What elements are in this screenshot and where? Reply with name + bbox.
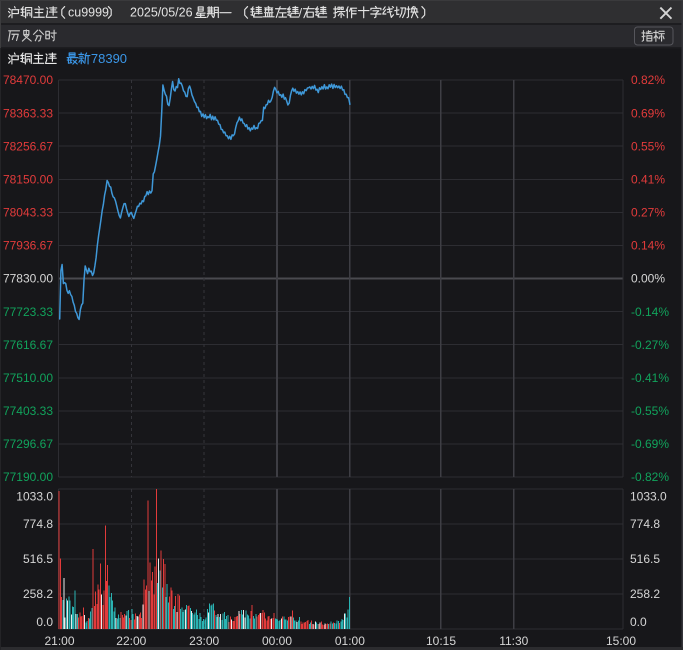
svg-text:-0.55%: -0.55% bbox=[631, 404, 669, 418]
svg-text:1033.0: 1033.0 bbox=[16, 490, 53, 504]
svg-text:78150.00: 78150.00 bbox=[3, 172, 53, 186]
svg-text:0.41%: 0.41% bbox=[631, 172, 665, 186]
svg-text:77616.67: 77616.67 bbox=[3, 338, 53, 352]
svg-text:516.5: 516.5 bbox=[630, 552, 660, 566]
svg-text:10:15: 10:15 bbox=[426, 634, 456, 648]
svg-text:1033.0: 1033.0 bbox=[630, 490, 667, 504]
svg-text:0.14%: 0.14% bbox=[631, 239, 665, 253]
svg-text:-0.82%: -0.82% bbox=[631, 470, 669, 484]
svg-text:77723.33: 77723.33 bbox=[3, 305, 53, 319]
svg-text:22:00: 22:00 bbox=[116, 634, 146, 648]
svg-text:/: / bbox=[299, 6, 303, 20]
svg-text:78043.33: 78043.33 bbox=[3, 206, 53, 220]
svg-text:77190.00: 77190.00 bbox=[3, 470, 53, 484]
svg-text:-0.69%: -0.69% bbox=[631, 437, 669, 451]
svg-text:78256.67: 78256.67 bbox=[3, 139, 53, 153]
svg-text:11:30: 11:30 bbox=[499, 634, 528, 648]
svg-text:21:00: 21:00 bbox=[44, 634, 74, 648]
svg-text:78363.33: 78363.33 bbox=[3, 106, 53, 120]
svg-text:-0.14%: -0.14% bbox=[631, 305, 669, 319]
svg-text:77403.33: 77403.33 bbox=[3, 404, 53, 418]
svg-text:0.69%: 0.69% bbox=[631, 106, 665, 120]
svg-text:774.8: 774.8 bbox=[23, 517, 53, 531]
svg-text:77296.67: 77296.67 bbox=[3, 437, 53, 451]
svg-text:516.5: 516.5 bbox=[23, 552, 53, 566]
svg-text:01:00: 01:00 bbox=[335, 634, 365, 648]
svg-text:00:00: 00:00 bbox=[262, 634, 292, 648]
svg-text:0.27%: 0.27% bbox=[631, 206, 665, 220]
svg-text:0.0: 0.0 bbox=[36, 615, 53, 629]
svg-text:258.2: 258.2 bbox=[630, 587, 660, 601]
svg-text:15:00: 15:00 bbox=[606, 634, 636, 648]
svg-text:cu9999: cu9999 bbox=[68, 6, 109, 20]
svg-text:78390: 78390 bbox=[91, 51, 127, 66]
svg-text:77936.67: 77936.67 bbox=[3, 239, 53, 253]
svg-text:78470.00: 78470.00 bbox=[3, 73, 53, 87]
svg-text:23:00: 23:00 bbox=[189, 634, 219, 648]
svg-text:258.2: 258.2 bbox=[23, 587, 53, 601]
svg-text:-0.41%: -0.41% bbox=[631, 371, 669, 385]
svg-text:0.00%: 0.00% bbox=[631, 272, 665, 286]
svg-text:77510.00: 77510.00 bbox=[3, 371, 53, 385]
svg-text:0.0: 0.0 bbox=[630, 615, 647, 629]
svg-text:-0.27%: -0.27% bbox=[631, 338, 669, 352]
svg-text:774.8: 774.8 bbox=[630, 517, 660, 531]
svg-text:2025/05/26: 2025/05/26 bbox=[130, 6, 193, 20]
svg-text:0.82%: 0.82% bbox=[631, 73, 665, 87]
svg-text:0.55%: 0.55% bbox=[631, 139, 665, 153]
svg-text:77830.00: 77830.00 bbox=[3, 272, 53, 286]
